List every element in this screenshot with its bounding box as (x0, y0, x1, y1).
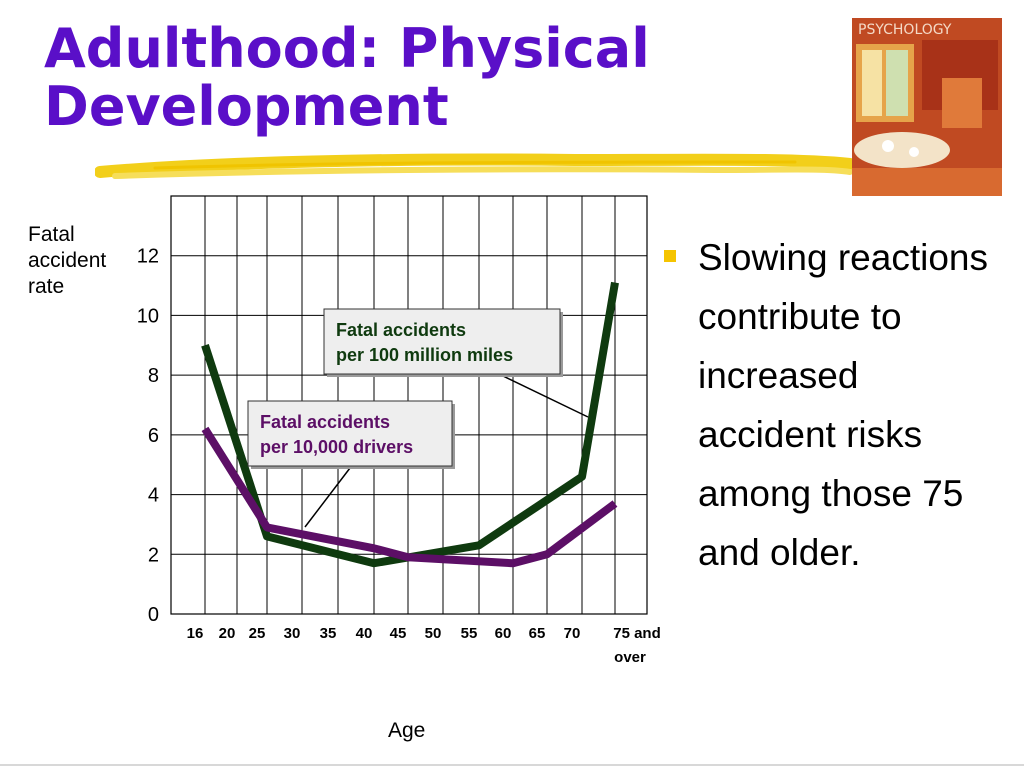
bullet-list: Slowing reactions contribute to increase… (662, 228, 992, 582)
bullet-marker (664, 250, 676, 262)
annotation-leader-line (502, 375, 589, 418)
annotation-label-line2: per 10,000 drivers (260, 437, 413, 457)
accident-rate-chart: 0 2 4 6 8 10 12 16 20 25 30 35 40 45 50 55 60 65 70 75 and o… (137, 195, 661, 666)
book-cover-title: PSYCHOLOGY (858, 22, 952, 38)
slide-title: Adulthood: Physical Development (44, 20, 650, 136)
annotation-box (247, 400, 453, 467)
bottom-rule (0, 764, 1024, 766)
annotation-label-line1: Fatal accidents (260, 412, 390, 432)
y-axis-label: Fatal accident rate (28, 223, 107, 298)
x-tick-label-line2: over (614, 649, 646, 666)
x-tick-label: 65 (529, 625, 546, 642)
y-tick-label: 4 (148, 485, 159, 507)
y-tick-label: 6 (148, 425, 159, 447)
x-tick-label: 25 (249, 625, 266, 642)
bullet-item: Slowing reactions contribute to increase… (662, 228, 992, 582)
annotation-label-line1: Fatal accidents (336, 320, 466, 340)
x-tick-label: 30 (284, 625, 301, 642)
y-tick-label: 2 (148, 544, 159, 566)
book-cover-image: PSYCHOLOGY (852, 18, 1002, 196)
annotation-leader-line (304, 467, 351, 528)
annotation-box (323, 308, 561, 375)
x-tick-label: 70 (564, 625, 581, 642)
y-tick-label: 10 (137, 305, 159, 327)
x-tick-label: 60 (495, 625, 512, 642)
title-line-2: Development (44, 75, 449, 138)
y-tick-label: 12 (137, 246, 159, 268)
title-underline-stroke (95, 153, 855, 179)
annotation-label-line2: per 100 million miles (336, 345, 513, 365)
x-tick-label: 55 (461, 625, 478, 642)
title-line-1: Adulthood: Physical (44, 17, 650, 80)
y-tick-label: 8 (148, 365, 159, 387)
bullet-text: Slowing reactions contribute to increase… (698, 237, 988, 573)
x-tick-label: 20 (219, 625, 236, 642)
x-tick-label: 75 and (613, 625, 661, 642)
x-tick-label: 50 (425, 625, 442, 642)
x-tick-label: 45 (390, 625, 407, 642)
x-axis-label: Age (388, 719, 426, 742)
x-tick-label: 16 (187, 625, 204, 642)
x-tick-label: 35 (320, 625, 337, 642)
x-tick-label: 40 (356, 625, 373, 642)
y-tick-label: 0 (148, 604, 159, 626)
